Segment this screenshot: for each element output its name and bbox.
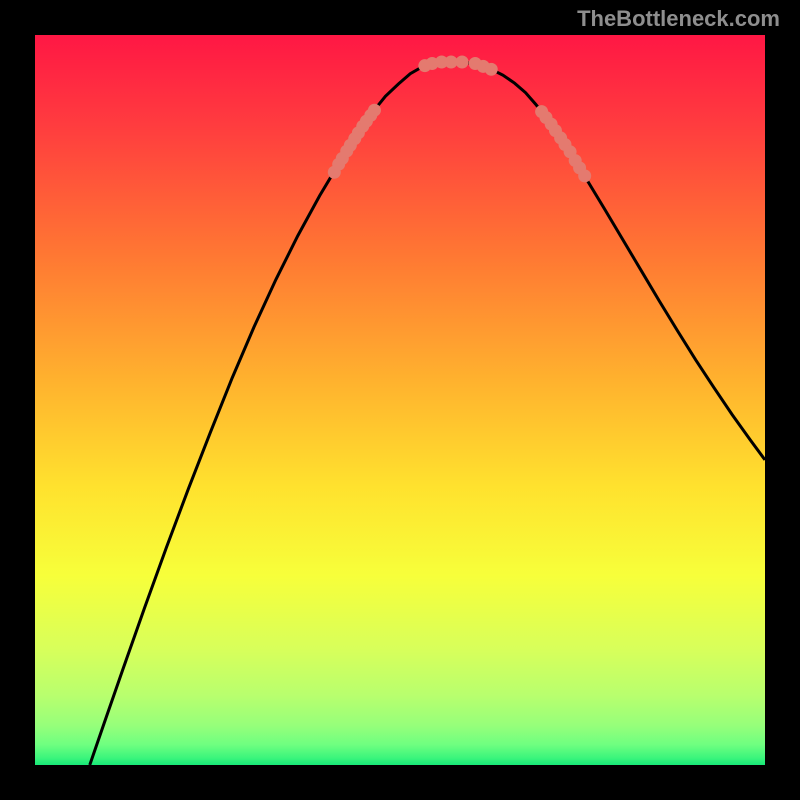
data-marker (578, 169, 591, 182)
data-marker (456, 56, 469, 69)
marker-group-middle (418, 56, 497, 76)
plot-area (35, 35, 765, 765)
data-marker (368, 104, 381, 117)
marker-group-left (328, 104, 381, 179)
marker-group-right (535, 105, 591, 182)
data-marker (485, 63, 498, 76)
watermark-text: TheBottleneck.com (577, 6, 780, 32)
marker-layer (35, 35, 765, 765)
